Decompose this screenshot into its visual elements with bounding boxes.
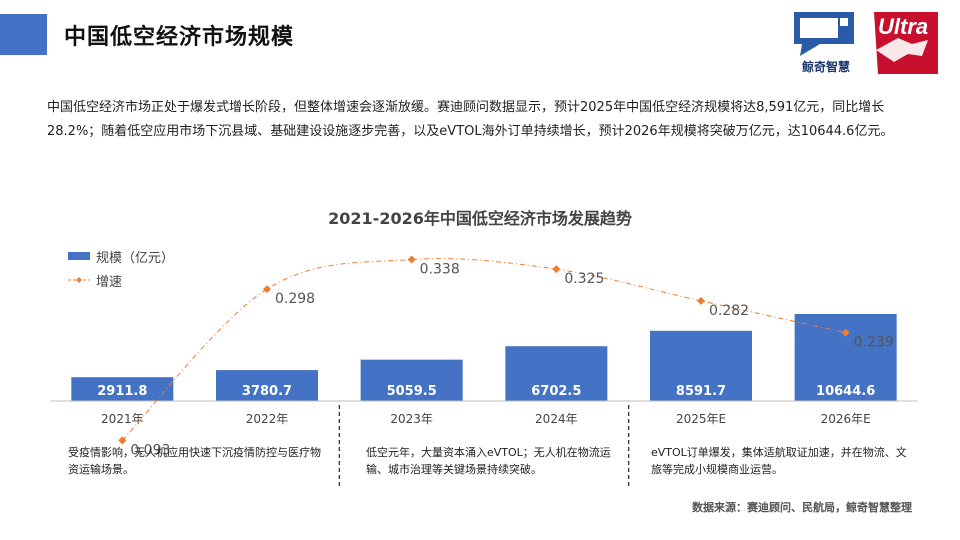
legend-bar-swatch — [68, 252, 90, 260]
whale-logo-icon — [794, 12, 854, 56]
title-accent-block — [0, 14, 47, 55]
growth-rate-point-0 — [118, 436, 127, 445]
x-tick-label-0: 2021年 — [101, 412, 144, 426]
ultra-logo-icon: Ultra — [874, 12, 938, 74]
bar-4 — [650, 330, 752, 401]
legend-item-bar: 规模（亿元） — [68, 244, 174, 268]
legend-item-line: 增速 — [68, 268, 174, 292]
whale-logo-text: 鲸奇智慧 — [801, 60, 850, 74]
x-tick-label-4: 2025年E — [676, 412, 726, 426]
bar-2 — [360, 359, 463, 401]
growth-rate-point-3 — [552, 265, 561, 274]
bar-value-label-4: 8591.7 — [676, 384, 726, 399]
bar-value-label-2: 5059.5 — [387, 384, 437, 399]
bar-1 — [216, 370, 318, 401]
x-tick-label-1: 2022年 — [246, 412, 289, 426]
growth-rate-label-3: 0.325 — [564, 271, 604, 287]
ultra-logo: Ultra — [868, 10, 940, 76]
growth-rate-line — [121, 258, 846, 441]
legend-line-label: 增速 — [96, 274, 123, 290]
bar-3 — [505, 346, 608, 401]
bar-value-label-0: 2911.8 — [97, 384, 147, 399]
growth-rate-point-1 — [263, 285, 271, 294]
growth-rate-point-5 — [841, 328, 850, 337]
note-2021-2022: 受疫情影响，无人机应用快速下沉疫情防控与医疗物资运输场景。 — [68, 446, 321, 476]
legend-bar-label: 规模（亿元） — [96, 250, 175, 266]
bar-value-label-1: 3780.7 — [242, 384, 292, 399]
bar-value-label-5: 10644.6 — [816, 384, 875, 399]
bar-value-label-3: 6702.5 — [531, 384, 581, 399]
growth-rate-label-2: 0.338 — [420, 262, 460, 278]
ultra-logo-text: Ultra — [878, 14, 928, 39]
growth-rate-label-5: 0.239 — [854, 335, 894, 351]
x-tick-label-3: 2024年 — [535, 412, 578, 426]
growth-rate-label-4: 0.282 — [709, 303, 749, 319]
whale-logo: 鲸奇智慧 — [790, 10, 862, 78]
growth-rate-point-4 — [697, 296, 705, 305]
x-tick-label-2: 2023年 — [390, 412, 433, 426]
growth-rate-point-2 — [407, 255, 416, 264]
data-source: 数据来源：赛迪顾问、民航局，鲸奇智慧整理 — [692, 501, 912, 514]
growth-rate-label-0: 0.093 — [130, 442, 170, 458]
bar-5 — [794, 314, 897, 401]
chart-title: 2021-2026年中国低空经济市场发展趋势 — [328, 209, 632, 228]
intro-paragraph: 中国低空经济市场正处于爆发式增长阶段，但整体增速会逐渐放缓。赛迪顾问数据显示，预… — [47, 100, 894, 139]
note-2025-2026: eVTOL订单爆发，集体适航取证加速，并在物流、文旅等完成小规模商业运营。 — [651, 446, 907, 476]
legend-line-swatch — [68, 277, 90, 283]
page-title: 中国低空经济市场规模 — [64, 25, 295, 50]
chart-legend: 规模（亿元） 增速 — [68, 244, 174, 292]
bar-0 — [71, 377, 174, 401]
note-2023-2024: 低空元年，大量资本涌入eVTOL；无人机在物流运输、城市治理等关键场景持续突破。 — [366, 446, 611, 476]
growth-rate-label-1: 0.298 — [275, 291, 315, 307]
x-tick-label-5: 2026年E — [821, 412, 871, 426]
